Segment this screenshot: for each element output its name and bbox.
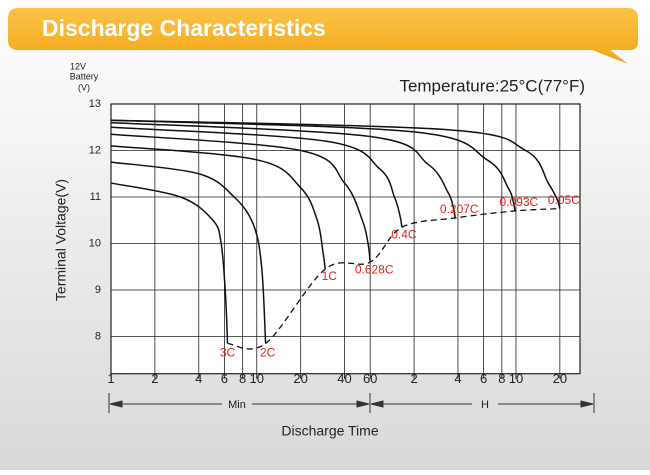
x-tick-label: 20 [553, 371, 567, 386]
x-tick-label: 4 [195, 371, 202, 386]
x-tick-label: 1 [107, 371, 114, 386]
discharge-curve [110, 119, 561, 209]
discharge-curve [110, 133, 371, 263]
discharge-curve [110, 119, 516, 212]
discharge-curve [110, 145, 326, 270]
y-unit-label: 12V [70, 61, 86, 71]
x-tick-label: 40 [337, 371, 351, 386]
y-axis-label: Terminal Voltage(V) [53, 179, 69, 301]
x-tick-label: 2 [151, 371, 158, 386]
x-tick-label: 60 [363, 371, 377, 386]
x-tick-label: 10 [509, 371, 523, 386]
y-unit-label: Battery [70, 71, 99, 81]
y-tick-label: 10 [89, 237, 101, 249]
y-tick-label: 11 [90, 191, 101, 203]
range-arrows [108, 393, 595, 413]
discharge-curve [110, 182, 229, 344]
curve-label: 3C [220, 346, 236, 360]
x-tick-label: 6 [221, 371, 228, 386]
y-tick-label: 13 [89, 98, 101, 110]
x-tick-label: 10 [250, 371, 264, 386]
curve-label: 0.207C [440, 202, 479, 216]
title-banner [8, 8, 638, 64]
x-tick-label: 8 [498, 371, 505, 386]
range-label: H [481, 399, 489, 411]
x-tick-label: 20 [293, 371, 307, 386]
chart-title: Discharge Characteristics [42, 15, 326, 41]
discharge-curve [110, 121, 456, 219]
discharge-curve [110, 161, 267, 344]
y-tick-label: 9 [95, 284, 101, 296]
curve-label: 0.05C [548, 193, 580, 207]
x-tick-label: 4 [454, 371, 461, 386]
curve-label: 0.093C [500, 195, 539, 209]
x-tick-label: 8 [239, 371, 246, 386]
curve-label: 2C [260, 346, 276, 360]
y-unit-label: (V) [78, 82, 90, 92]
subtitle: Temperature:25°C(77°F) [399, 76, 585, 95]
x-tick-label: 2 [410, 371, 417, 386]
curve-label: 0.4C [391, 227, 417, 241]
curve-label: 0.628C [355, 262, 394, 276]
discharge-curve [110, 126, 403, 228]
y-tick-label: 12 [89, 144, 101, 156]
curve-label: 1C [322, 269, 338, 283]
x-tick-label: 6 [480, 371, 487, 386]
x-axis-label: Discharge Time [281, 423, 378, 439]
y-tick-label: 8 [95, 330, 101, 342]
range-label: Min [228, 399, 246, 411]
